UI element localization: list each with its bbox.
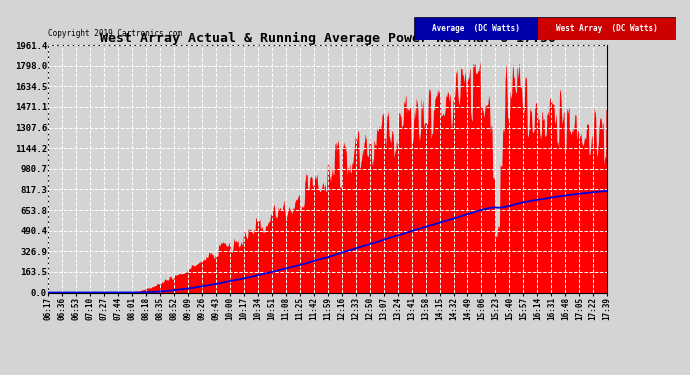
Text: Average  (DC Watts): Average (DC Watts) — [432, 24, 520, 33]
Text: Copyright 2019 Cartronics.com: Copyright 2019 Cartronics.com — [48, 28, 182, 38]
Text: West Array  (DC Watts): West Array (DC Watts) — [556, 24, 658, 33]
FancyBboxPatch shape — [538, 17, 676, 40]
Title: West Array Actual & Running Average Power Wed Mar 6 17:50: West Array Actual & Running Average Powe… — [100, 32, 555, 45]
FancyBboxPatch shape — [414, 17, 538, 40]
